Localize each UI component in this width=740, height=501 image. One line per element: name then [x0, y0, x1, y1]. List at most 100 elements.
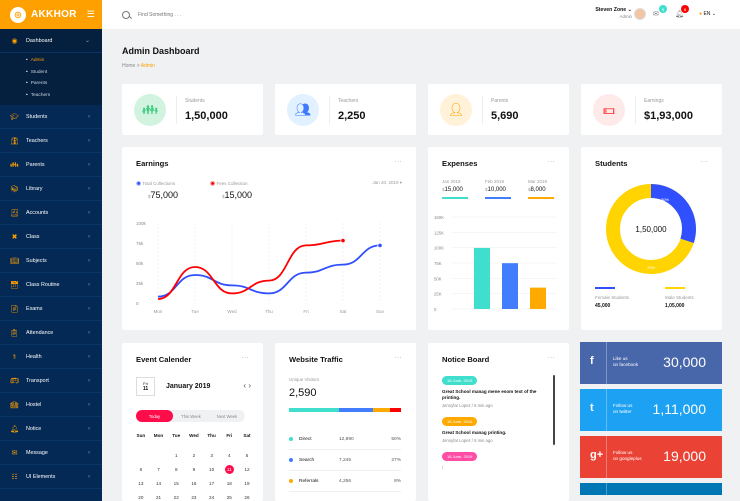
calendar-day-cell[interactable]: 13 [138, 481, 144, 486]
notice-text: Great School manag mene esom text of the… [442, 389, 537, 400]
submenu-teachers[interactable]: Teachers [26, 90, 102, 102]
calendar-day-cell[interactable]: 22 [173, 495, 179, 500]
chevron-right-icon: › [88, 161, 90, 168]
more-icon[interactable]: ... [547, 353, 555, 360]
bell-icon[interactable]: 🔔︎ 8 [675, 5, 689, 18]
sidebar-item-hostel[interactable]: 🏨︎ Hostel › [0, 393, 102, 417]
avatar[interactable] [634, 8, 646, 20]
sidebar-item-students[interactable]: 🎓︎ Students › [0, 105, 102, 129]
calendar-day-cell[interactable] [150, 443, 168, 457]
sidebar-item-ui-elements[interactable]: ☷︎ UI Elements › [0, 465, 102, 489]
notice-item[interactable]: 16 June, 2019 Great School manag mene eso… [442, 376, 547, 408]
breadcrumb-home[interactable]: Home [122, 63, 136, 69]
stat-value: $1,93,000 [644, 110, 693, 122]
user-menu[interactable]: Steven Zone ⌄ Admin [595, 7, 632, 19]
calendar-day-cell[interactable]: 19 [244, 481, 250, 486]
calendar-day-cell[interactable]: 20 [138, 495, 144, 500]
search-input[interactable] [138, 11, 258, 18]
calendar-day-cell[interactable] [132, 443, 150, 457]
card-title: Event Calender [136, 355, 192, 364]
traffic-pct: 50% [391, 436, 401, 442]
more-icon[interactable]: ... [547, 157, 555, 164]
tab-today[interactable]: Today [136, 410, 173, 422]
chevron-right-icon: › [88, 305, 90, 312]
sidebar-item-dashboard[interactable]: ◉ Dashboard ⌄ [0, 29, 102, 53]
chevron-right-icon: › [88, 449, 90, 456]
calendar-day-cell[interactable]: 11 [220, 463, 238, 477]
today-marker: 11 [224, 465, 234, 474]
notice-item[interactable]: 16 June, 2019 / [442, 452, 547, 470]
sidebar-item-attendance[interactable]: 📋︎ Attendance › [0, 321, 102, 345]
calendar-day-cell[interactable]: 15 [173, 481, 179, 486]
menu-toggle-icon[interactable]: ☰ [86, 9, 95, 19]
scrollbar[interactable] [553, 375, 555, 445]
calendar-day-cell[interactable]: 2 [192, 453, 196, 458]
social-card-googleplus[interactable]: g+ Follow us on googleplus 19,000 [580, 436, 722, 478]
more-icon[interactable]: ... [241, 353, 249, 360]
calendar-day-cell[interactable]: 5 [245, 453, 249, 458]
more-icon[interactable]: ... [394, 353, 402, 360]
calendar-day-cell[interactable]: 3 [210, 453, 213, 458]
sidebar-item-class-routine[interactable]: 📅︎ Class Routine › [0, 273, 102, 297]
sidebar-item-accounts[interactable]: 🧾︎ Accounts › [0, 201, 102, 225]
submenu-admin[interactable]: Admin [26, 55, 102, 67]
submenu-parents[interactable]: Parents [26, 78, 102, 90]
date-dropdown[interactable]: Jan 20, 2019 ▾ [372, 180, 402, 186]
sidebar-item-health[interactable]: ⚕︎ Health › [0, 345, 102, 369]
language-selector[interactable]: ● EN ⌄ [699, 11, 716, 17]
calendar-day-cell[interactable]: 7 [157, 467, 160, 472]
sidebar-item-subjects[interactable]: 📖︎ Subjects › [0, 249, 102, 273]
calendar-day-cell[interactable]: 18 [226, 481, 232, 486]
calendar-day-cell[interactable]: 6 [139, 467, 143, 472]
expense-bar [474, 247, 490, 309]
calendar-day-cell[interactable]: 4 [228, 453, 231, 458]
calendar-day-cell[interactable]: 25 [226, 495, 232, 500]
sidebar-item-parents[interactable]: 👪︎ Parents › [0, 153, 102, 177]
chevron-left-icon[interactable]: ‹ [243, 381, 247, 390]
accounts-icon: 🧾︎ [10, 209, 19, 217]
sidebar-item-class[interactable]: ✖︎ Class › [0, 225, 102, 249]
more-icon[interactable]: ... [700, 157, 708, 164]
tab-next-week[interactable]: Next Week [216, 413, 238, 419]
calendar-day-cell[interactable]: 9 [192, 467, 196, 472]
sidebar-item-library[interactable]: 📚︎ Library › [0, 177, 102, 201]
traffic-pct: 27% [391, 457, 401, 463]
tab-this-week[interactable]: This Week [181, 413, 201, 419]
currency-symbol: $ [148, 194, 151, 199]
user-role: Admin [619, 14, 632, 19]
sidebar-item-notice[interactable]: 🔔︎ Notice › [0, 417, 102, 441]
calendar-day-cell[interactable]: 24 [209, 495, 215, 500]
chevron-right-icon[interactable]: › [248, 381, 251, 390]
calendar-day-cell[interactable]: 10 [209, 467, 215, 472]
sidebar-item-transport[interactable]: 🚌︎ Transport › [0, 369, 102, 393]
traffic-value: 12,890 [339, 436, 354, 442]
calendar-day-cell[interactable]: 21 [155, 495, 162, 500]
calendar-day-cell[interactable]: 16 [191, 481, 197, 486]
calendar-day-cell[interactable]: 17 [209, 481, 215, 486]
social-card-twitter[interactable]: t Follow us on twitter 1,11,000 [580, 389, 722, 431]
parents-icon: 👪︎ [10, 161, 19, 169]
sidebar-item-exams[interactable]: 📄︎ Exams › [0, 297, 102, 321]
more-icon[interactable]: ... [394, 157, 402, 164]
calendar-day-cell[interactable]: 14 [155, 481, 162, 486]
sidebar-item-message[interactable]: ✉︎ Message › [0, 441, 102, 465]
calendar-day-cell[interactable]: 1 [174, 453, 178, 458]
calendar-day-cell[interactable]: 23 [191, 495, 197, 500]
user-name: Steven Zone [595, 7, 627, 13]
traffic-row: Direct 12,890 50% [289, 429, 401, 450]
topbar: Steven Zone ⌄ Admin ✉5 🔔︎8 ● EN ⌄ [102, 0, 740, 29]
social-card-facebook[interactable]: f Like us on facebook 30,000 [580, 342, 722, 384]
sidebar-item-label: Subjects [26, 257, 47, 264]
calendar-day-cell[interactable]: 26 [244, 495, 250, 500]
card-title: Website Traffic [289, 355, 343, 364]
notice-item[interactable]: 16 June, 2019 Great School manag printing… [442, 417, 547, 443]
currency-symbol: $ [222, 194, 225, 199]
submenu-student[interactable]: Student [26, 67, 102, 79]
calendar-day-cell[interactable]: 12 [244, 467, 250, 472]
stat-label: Teachers [338, 98, 359, 104]
message-icon[interactable]: ✉ 5 [653, 5, 667, 18]
sidebar-item-label: Exams [26, 305, 43, 312]
sidebar-item-teachers[interactable]: 👔︎ Teachers › [0, 129, 102, 153]
calendar-day-cell[interactable]: 8 [174, 467, 178, 472]
